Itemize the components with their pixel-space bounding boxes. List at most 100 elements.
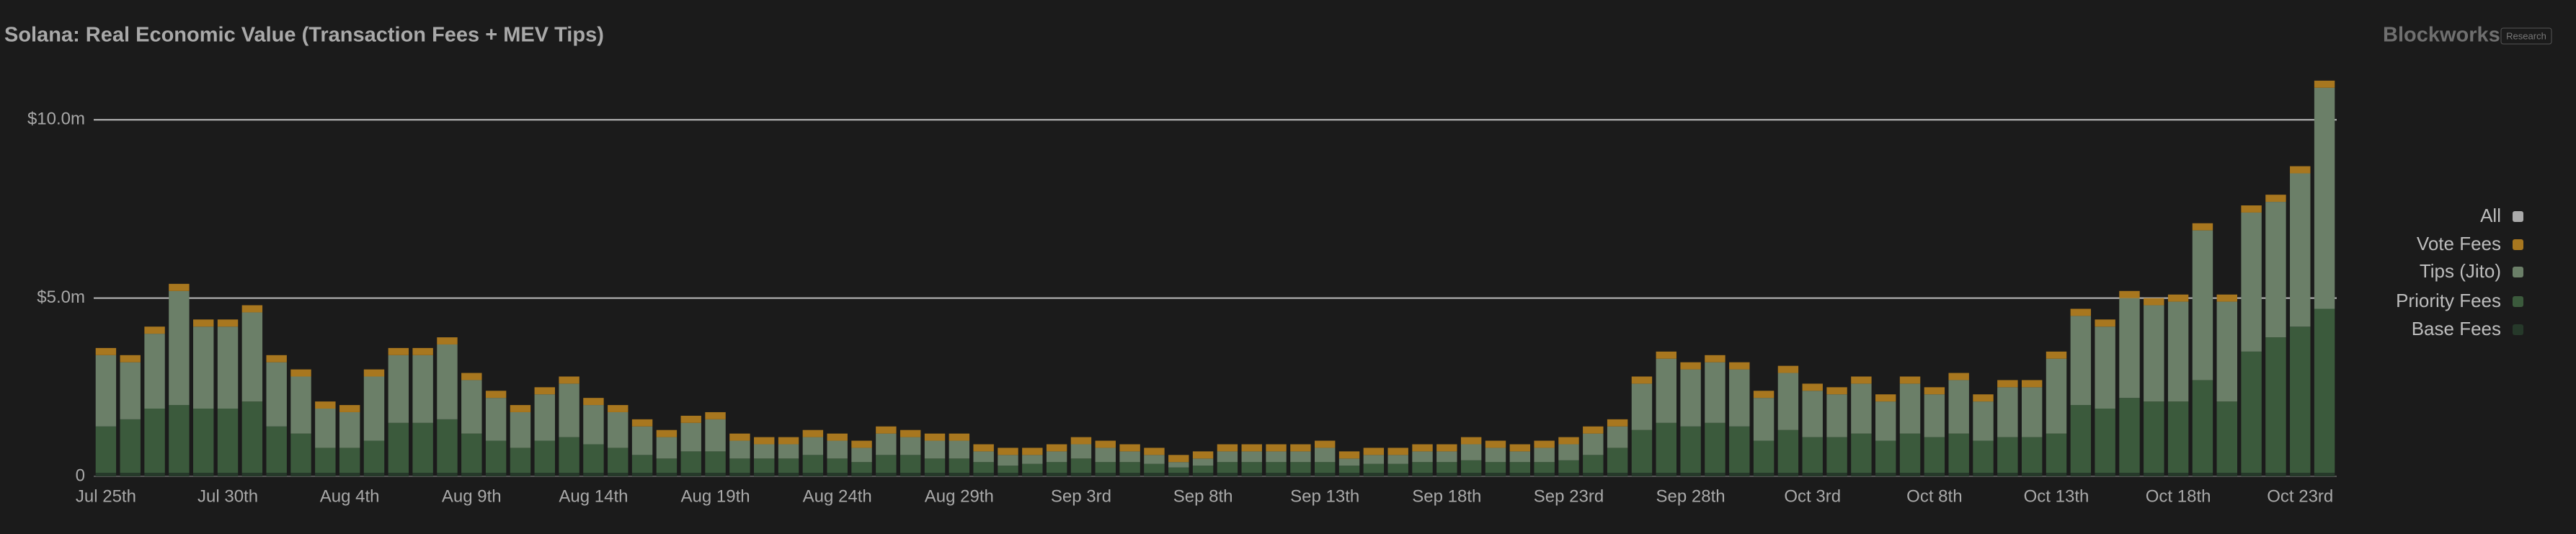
x-tick-label: Aug 4th — [320, 486, 380, 506]
bar-segment — [2314, 80, 2335, 88]
bar-segment — [1315, 473, 1336, 476]
bar-segment — [437, 344, 458, 419]
bar-segment — [2046, 473, 2067, 476]
bar-segment — [559, 383, 579, 437]
legend-label[interactable]: Priority Fees — [2396, 290, 2501, 311]
bar-segment — [1607, 419, 1628, 427]
bar-segment — [1460, 444, 1482, 460]
bar-segment — [656, 473, 678, 476]
bar-segment — [2290, 473, 2311, 476]
bar-segment — [1315, 448, 1336, 463]
legend-all[interactable]: All — [2480, 205, 2501, 226]
bar-segment — [2046, 433, 2067, 473]
bar-segment — [1436, 462, 1457, 473]
bar-segment — [2070, 316, 2092, 406]
bar-segment — [924, 473, 946, 476]
legend-swatch[interactable] — [2513, 267, 2523, 277]
bar-segment — [1631, 473, 1653, 476]
bar-segment — [1338, 451, 1360, 459]
bar-segment — [510, 448, 531, 473]
bar-segment — [1070, 444, 1092, 459]
bar-segment — [2265, 337, 2286, 473]
bar-segment — [1022, 455, 1043, 464]
y-tick-label: 0 — [76, 466, 85, 485]
x-tick-label: Oct 3rd — [1784, 486, 1841, 506]
bar-segment — [315, 448, 336, 473]
bar-segment — [1997, 437, 2018, 473]
bar-segment — [1656, 358, 1676, 423]
bar-segment — [1680, 426, 1701, 473]
bar-segment — [1973, 473, 1994, 476]
bar-segment — [1485, 462, 1506, 473]
bar-segment — [510, 405, 531, 412]
bar-segment — [1363, 473, 1385, 476]
bar-segment — [217, 473, 239, 476]
bar-segment — [315, 409, 336, 448]
bar-segment — [559, 376, 579, 384]
bar-segment — [1217, 451, 1238, 463]
bar-segment — [949, 440, 970, 459]
bar-segment — [1656, 422, 1676, 473]
bar-segment — [729, 473, 750, 476]
bar-segment — [217, 326, 239, 409]
bar-segment — [1119, 451, 1140, 463]
bar-segment — [802, 437, 824, 455]
bar-segment — [1656, 473, 1676, 476]
bar-segment — [1168, 473, 1189, 476]
bar-segment — [729, 440, 750, 459]
bar-segment — [1997, 473, 2018, 476]
bar-segment — [1924, 387, 1945, 395]
bar-segment — [2192, 223, 2213, 231]
bar-segment — [2046, 358, 2067, 434]
bar-segment — [1095, 440, 1116, 448]
bar-segment — [1144, 448, 1165, 455]
bar-segment — [2192, 230, 2213, 381]
bar-segment — [1022, 448, 1043, 455]
bar-segment — [1802, 391, 1823, 437]
bar-segment — [485, 440, 507, 473]
bar-segment — [437, 419, 458, 473]
legend-label[interactable]: Tips (Jito) — [2420, 260, 2501, 282]
bar-segment — [1290, 462, 1311, 473]
legend-label[interactable]: Base Fees — [2412, 318, 2501, 339]
bar-segment — [1973, 440, 1994, 473]
bar-segment — [1899, 473, 1921, 476]
bar-segment — [290, 369, 311, 377]
x-tick-label: Aug 9th — [442, 486, 502, 506]
bar-segment — [1046, 473, 1067, 476]
x-tick-label: Aug 14th — [559, 486, 628, 506]
bar-segment — [2167, 294, 2189, 302]
bar-segment — [412, 355, 433, 423]
bar-segment — [1851, 433, 1872, 473]
bar-segment — [1777, 365, 1799, 373]
bar-segment — [2314, 473, 2335, 476]
bar-segment — [973, 451, 994, 463]
bar-segment — [729, 458, 750, 473]
bar-segment — [2070, 473, 2092, 476]
bar-segment — [754, 437, 775, 445]
bar-segment — [437, 473, 458, 476]
bar-segment — [1192, 458, 1214, 466]
legend-all-swatch[interactable] — [2513, 211, 2523, 222]
bar-segment — [754, 444, 775, 459]
bar-segment — [169, 473, 190, 476]
legend-swatch[interactable] — [2513, 324, 2523, 335]
bar-segment — [1192, 466, 1214, 473]
bar-segment — [778, 437, 799, 445]
bar-segment — [949, 458, 970, 473]
legend-swatch[interactable] — [2513, 296, 2523, 307]
bar-segment — [1826, 394, 1847, 437]
bar-segment — [1485, 448, 1506, 463]
bar-segment — [193, 473, 214, 476]
bar-segment — [1899, 383, 1921, 434]
bar-segment — [1997, 380, 2018, 388]
bar-segment — [1095, 448, 1116, 463]
legend-swatch[interactable] — [2513, 239, 2523, 250]
bar-segment — [2290, 173, 2311, 327]
bar-segment — [1119, 473, 1140, 476]
bar-segment — [1460, 437, 1482, 445]
bar-segment — [1973, 394, 1994, 402]
bar-segment — [656, 430, 678, 437]
legend-label[interactable]: Vote Fees — [2417, 233, 2501, 254]
bar-segment — [120, 473, 141, 476]
